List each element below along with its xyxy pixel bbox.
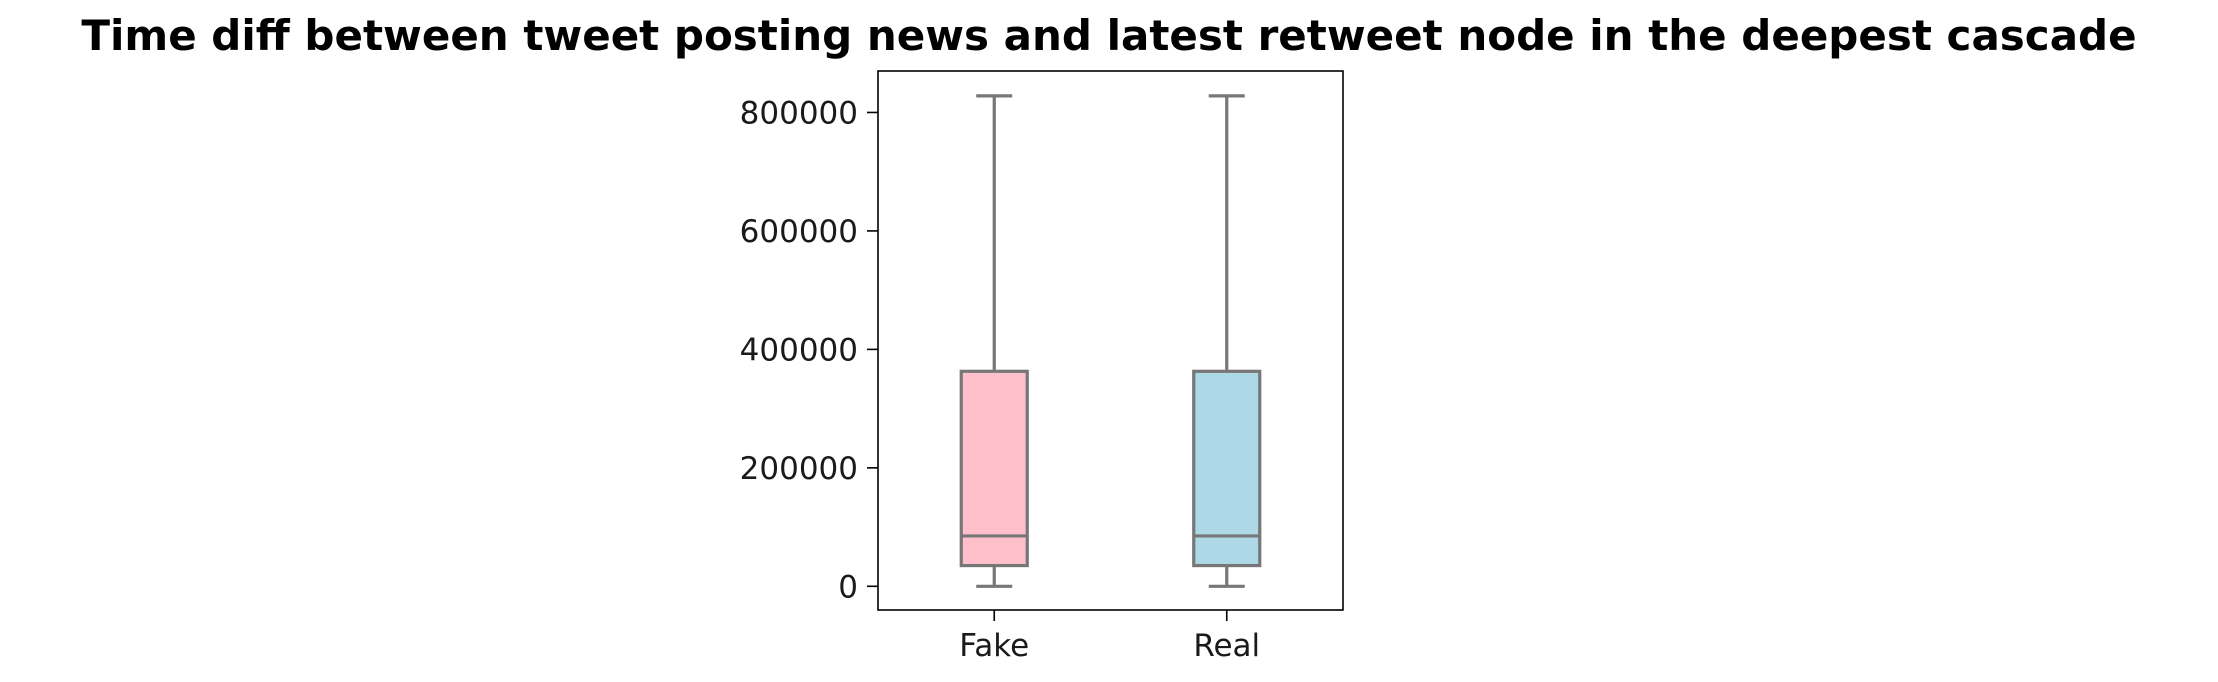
chart-title: Time diff between tweet posting news and… bbox=[81, 11, 2136, 60]
box-fake bbox=[959, 369, 1029, 568]
y-tick-label: 800000 bbox=[740, 95, 858, 131]
box-series bbox=[959, 94, 1262, 588]
x-axis: Fake Real bbox=[959, 610, 1260, 664]
y-tick-label: 200000 bbox=[740, 451, 858, 487]
x-tick-label: Real bbox=[1193, 628, 1260, 664]
y-tick-label: 0 bbox=[838, 569, 858, 605]
x-tick-label: Fake bbox=[959, 628, 1029, 664]
y-tick-label: 400000 bbox=[740, 332, 858, 368]
plot-area bbox=[877, 70, 1344, 611]
y-tick-label: 600000 bbox=[740, 214, 858, 250]
y-axis: 0 200000 400000 600000 800000 bbox=[740, 95, 878, 605]
box-real bbox=[1192, 369, 1262, 568]
